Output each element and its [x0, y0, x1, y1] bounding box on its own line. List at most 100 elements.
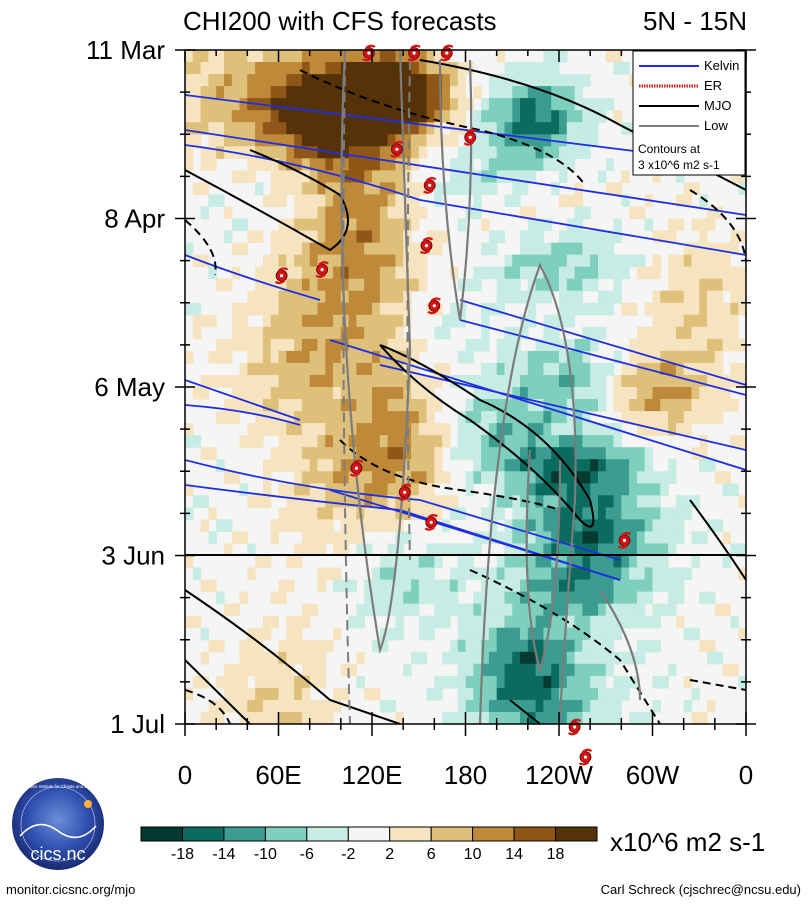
heat-cell — [551, 639, 560, 653]
heat-cell — [699, 242, 708, 256]
heat-cell — [488, 567, 498, 581]
heat-cell — [255, 375, 264, 388]
heat-cell — [504, 687, 513, 701]
heat-cell — [231, 663, 241, 677]
heat-cell — [286, 579, 295, 593]
heat-cell — [527, 350, 537, 364]
heat-cell — [239, 74, 248, 87]
heat-cell — [387, 278, 396, 292]
heat-cell — [559, 278, 568, 292]
heat-cell — [317, 134, 326, 147]
heat-cell — [411, 338, 420, 352]
heat-cell — [395, 278, 404, 292]
heat-cell — [543, 543, 552, 557]
heat-cell — [535, 675, 544, 689]
heat-cell — [356, 218, 365, 232]
heat-cell — [231, 218, 241, 232]
kelvin-contour — [185, 129, 746, 216]
heat-cell — [644, 218, 654, 232]
heat-cell — [216, 62, 225, 75]
heat-cell — [208, 146, 217, 159]
heat-cell — [535, 423, 544, 436]
heat-cell — [301, 423, 311, 436]
heat-cell — [535, 74, 544, 87]
heat-cell — [418, 62, 428, 75]
heat-cell — [395, 459, 404, 472]
heat-cell — [605, 555, 615, 569]
heat-cell — [301, 699, 311, 713]
heat-cell — [527, 122, 537, 135]
heat-cell — [574, 242, 583, 256]
heat-cell — [730, 278, 739, 292]
heat-cell — [496, 591, 506, 605]
heat-cell — [543, 712, 552, 724]
heat-cell — [520, 290, 529, 304]
heat-cell — [395, 543, 404, 557]
heat-cell — [551, 627, 560, 641]
heat-cell — [621, 519, 630, 532]
heat-cell — [574, 375, 583, 388]
heat-cell — [613, 459, 622, 472]
heat-cell — [387, 74, 396, 87]
heat-cell — [411, 62, 420, 75]
heat-cell — [644, 495, 654, 508]
heat-cell — [668, 459, 677, 472]
heat-cell — [270, 134, 280, 147]
heat-cell — [395, 74, 404, 87]
heat-cell — [309, 290, 319, 304]
heat-cell — [714, 290, 724, 304]
heat-cell — [605, 699, 615, 713]
heat-cell — [333, 74, 342, 87]
heat-cell — [379, 471, 389, 484]
heat-cell — [426, 411, 435, 424]
heat-cell — [208, 74, 217, 87]
heat-cell — [465, 411, 474, 424]
heat-cell — [185, 687, 194, 701]
heat-cell — [348, 362, 357, 376]
legend-label-er: ER — [704, 78, 722, 93]
heat-cell — [449, 603, 459, 617]
heat-cell — [691, 182, 700, 195]
heat-cell — [738, 362, 746, 376]
mjo-contour — [185, 149, 349, 252]
heat-cell — [294, 543, 303, 557]
heat-cell — [395, 447, 404, 460]
heat-cell — [239, 98, 248, 111]
heat-cell — [714, 362, 724, 376]
kelvin-contour — [185, 484, 621, 581]
heat-cell — [379, 86, 389, 99]
heat-cell — [520, 459, 529, 472]
heat-cell — [224, 206, 233, 220]
heat-cell — [559, 110, 568, 123]
heat-cell — [613, 483, 622, 496]
heat-cell — [496, 483, 506, 496]
heat-cell — [387, 122, 396, 135]
kelvin-contour — [459, 319, 746, 396]
heat-cell — [255, 338, 264, 352]
heat-cell — [605, 531, 615, 544]
heat-cell — [481, 182, 490, 195]
heat-cell — [512, 435, 521, 448]
heat-cell — [301, 254, 311, 268]
x-tick-label: 60W — [626, 760, 680, 790]
heat-cell — [294, 278, 303, 292]
heat-cell — [629, 579, 638, 593]
heat-cell — [543, 519, 552, 532]
heat-cell — [488, 423, 498, 436]
heat-cell — [566, 639, 576, 653]
heat-cell — [364, 591, 373, 605]
heat-cell — [270, 531, 280, 544]
heat-cell — [309, 158, 319, 171]
heat-cell — [317, 362, 326, 376]
heat-cell — [652, 170, 661, 183]
heat-cell — [231, 326, 241, 340]
heat-cell — [457, 639, 467, 653]
heat-cell — [426, 230, 435, 244]
heat-cell — [278, 290, 287, 304]
heat-cell — [668, 507, 677, 520]
heat-cell — [660, 230, 669, 244]
heat-cell — [660, 411, 669, 424]
heat-cell — [512, 110, 521, 123]
heat-cell — [395, 326, 404, 340]
heat-cell — [582, 579, 591, 593]
